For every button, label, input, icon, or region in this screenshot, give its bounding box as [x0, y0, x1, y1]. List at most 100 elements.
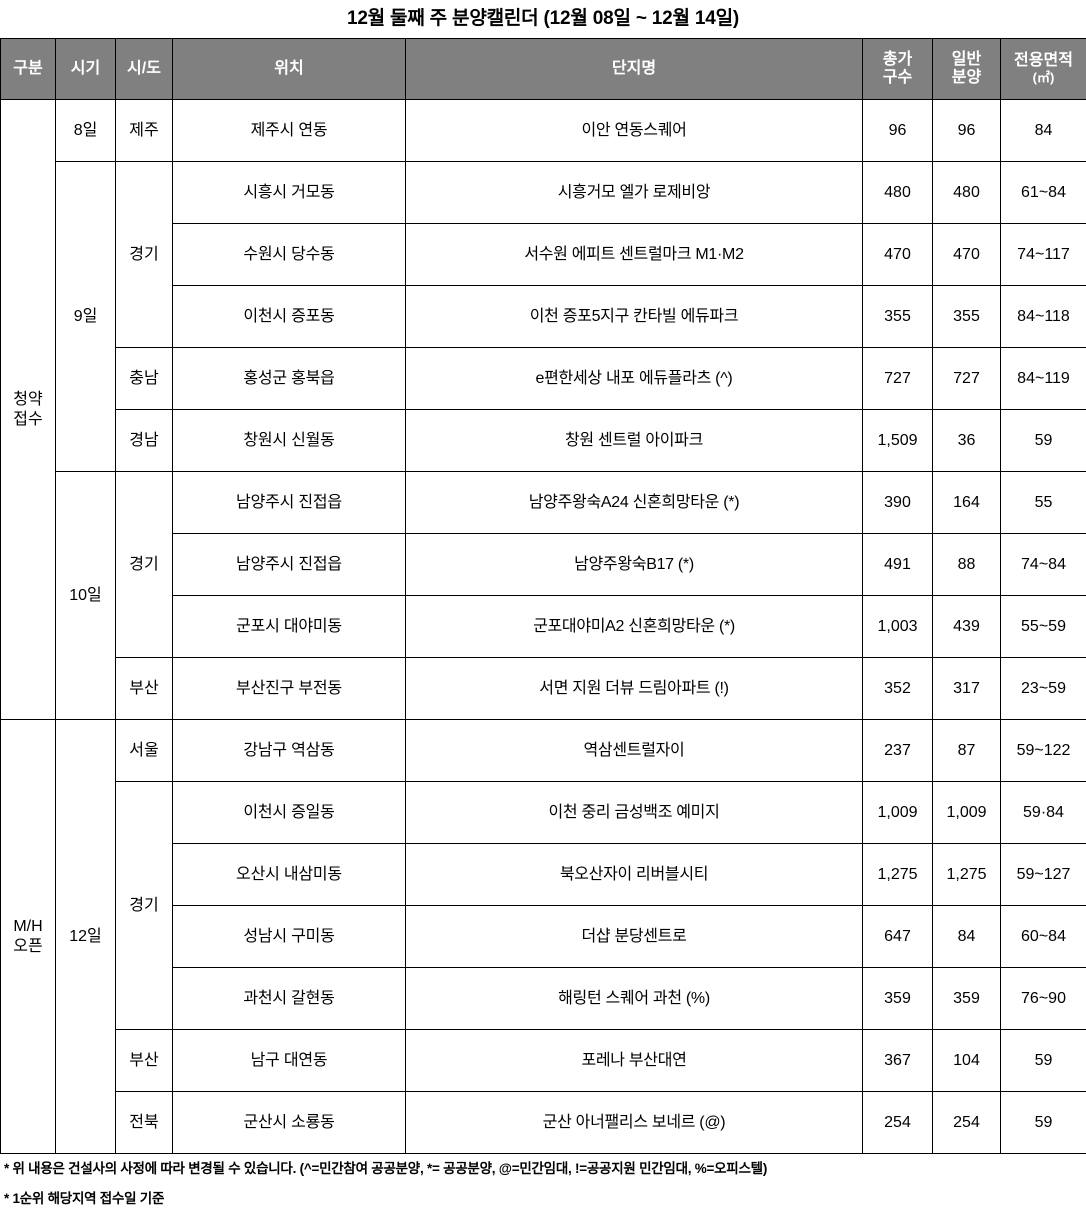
location-cell: 창원시 신월동: [173, 410, 406, 472]
total-units-cell: 359: [863, 968, 933, 1030]
period-cell: 12일: [56, 720, 116, 1154]
column-header-area-line1: 전용면적: [1003, 52, 1084, 70]
column-header-complex: 단지명: [406, 39, 863, 100]
area-cell: 74~84: [1001, 534, 1086, 596]
location-cell: 남양주시 진접읍: [173, 534, 406, 596]
location-cell: 성남시 구미동: [173, 906, 406, 968]
category-label-line1: 청약: [3, 390, 53, 410]
general-sale-cell: 470: [933, 224, 1001, 286]
total-units-cell: 647: [863, 906, 933, 968]
column-header-total-units-line2: 구수: [865, 69, 930, 87]
area-cell: 55~59: [1001, 596, 1086, 658]
complex-name-cell: e편한세상 내포 에듀플라츠 (^): [406, 348, 863, 410]
location-cell: 군산시 소룡동: [173, 1092, 406, 1154]
general-sale-cell: 84: [933, 906, 1001, 968]
region-cell: 경기: [116, 162, 173, 348]
complex-name-cell: 이천 증포5지구 칸타빌 에듀파크: [406, 286, 863, 348]
location-cell: 홍성군 홍북읍: [173, 348, 406, 410]
area-cell: 23~59: [1001, 658, 1086, 720]
area-cell: 59: [1001, 410, 1086, 472]
column-header-region: 시/도: [116, 39, 173, 100]
total-units-cell: 480: [863, 162, 933, 224]
column-header-area-line2: (㎡): [1003, 71, 1084, 86]
table-header-row: 구분 시기 시/도 위치 단지명 총가 구수 일반 분양 전용면적 (㎡): [1, 39, 1086, 100]
column-header-area: 전용면적 (㎡): [1001, 39, 1086, 100]
complex-name-cell: 군산 아너팰리스 보네르 (@): [406, 1092, 863, 1154]
page-title: 12월 둘째 주 분양캘린더 (12월 08일 ~ 12월 14일): [0, 0, 1086, 38]
period-cell: 8일: [56, 100, 116, 162]
location-cell: 수원시 당수동: [173, 224, 406, 286]
region-cell: 경기: [116, 472, 173, 658]
location-cell: 남양주시 진접읍: [173, 472, 406, 534]
area-cell: 76~90: [1001, 968, 1086, 1030]
complex-name-cell: 해링턴 스퀘어 과천 (%): [406, 968, 863, 1030]
region-cell: 전북: [116, 1092, 173, 1154]
period-cell: 9일: [56, 162, 116, 472]
location-cell: 제주시 연동: [173, 100, 406, 162]
category-label-line1: M/H: [3, 917, 53, 937]
complex-name-cell: 역삼센트럴자이: [406, 720, 863, 782]
table-header: 구분 시기 시/도 위치 단지명 총가 구수 일반 분양 전용면적 (㎡): [1, 39, 1086, 100]
region-cell: 서울: [116, 720, 173, 782]
footnote-2: * 1순위 해당지역 접수일 기준: [0, 1184, 1086, 1214]
general-sale-cell: 480: [933, 162, 1001, 224]
category-label-line2: 오픈: [3, 937, 53, 957]
general-sale-cell: 1,275: [933, 844, 1001, 906]
column-header-category: 구분: [1, 39, 56, 100]
general-sale-cell: 88: [933, 534, 1001, 596]
area-cell: 59~127: [1001, 844, 1086, 906]
location-cell: 강남구 역삼동: [173, 720, 406, 782]
region-cell: 경기: [116, 782, 173, 1030]
area-cell: 60~84: [1001, 906, 1086, 968]
location-cell: 이천시 증일동: [173, 782, 406, 844]
area-cell: 59: [1001, 1030, 1086, 1092]
location-cell: 오산시 내삼미동: [173, 844, 406, 906]
total-units-cell: 237: [863, 720, 933, 782]
general-sale-cell: 96: [933, 100, 1001, 162]
complex-name-cell: 남양주왕숙B17 (*): [406, 534, 863, 596]
column-header-period: 시기: [56, 39, 116, 100]
column-header-location: 위치: [173, 39, 406, 100]
area-cell: 84: [1001, 100, 1086, 162]
complex-name-cell: 서면 지원 더뷰 드림아파트 (!): [406, 658, 863, 720]
total-units-cell: 390: [863, 472, 933, 534]
general-sale-cell: 439: [933, 596, 1001, 658]
region-cell: 경남: [116, 410, 173, 472]
total-units-cell: 254: [863, 1092, 933, 1154]
location-cell: 과천시 갈현동: [173, 968, 406, 1030]
complex-name-cell: 더샵 분당센트로: [406, 906, 863, 968]
period-cell: 10일: [56, 472, 116, 720]
total-units-cell: 1,509: [863, 410, 933, 472]
location-cell: 군포시 대야미동: [173, 596, 406, 658]
complex-name-cell: 남양주왕숙A24 신혼희망타운 (*): [406, 472, 863, 534]
column-header-general-sale-line1: 일반: [935, 51, 998, 69]
total-units-cell: 1,003: [863, 596, 933, 658]
footnotes: * 위 내용은 건설사의 사정에 따라 변경될 수 있습니다. (^=민간참여 …: [0, 1154, 1086, 1214]
general-sale-cell: 164: [933, 472, 1001, 534]
general-sale-cell: 727: [933, 348, 1001, 410]
complex-name-cell: 북오산자이 리버블시티: [406, 844, 863, 906]
complex-name-cell: 서수원 에피트 센트럴마크 M1·M2: [406, 224, 863, 286]
general-sale-cell: 1,009: [933, 782, 1001, 844]
total-units-cell: 727: [863, 348, 933, 410]
category-label-line2: 접수: [3, 410, 53, 430]
column-header-general-sale: 일반 분양: [933, 39, 1001, 100]
total-units-cell: 491: [863, 534, 933, 596]
column-header-total-units-line1: 총가: [865, 51, 930, 69]
region-cell: 부산: [116, 658, 173, 720]
general-sale-cell: 254: [933, 1092, 1001, 1154]
area-cell: 59·84: [1001, 782, 1086, 844]
area-cell: 61~84: [1001, 162, 1086, 224]
area-cell: 59: [1001, 1092, 1086, 1154]
